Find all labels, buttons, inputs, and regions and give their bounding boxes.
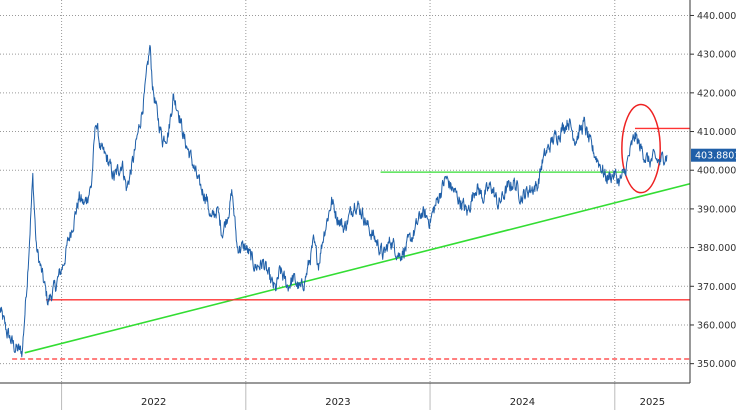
y-tick-label: 430.0000: [697, 50, 736, 61]
y-tick-label: 440.0000: [697, 11, 736, 22]
series-layer: [0, 44, 668, 358]
y-tick-label: 360.0000: [697, 320, 736, 331]
x-tick-label: 2024: [510, 397, 535, 408]
y-tick-label: 400.0000: [697, 166, 736, 177]
y-tick-label: 410.0000: [697, 127, 736, 138]
x-tick-label: 2022: [141, 397, 166, 408]
last-value-label: 403.8801: [695, 151, 736, 162]
price-series-line: [0, 44, 668, 358]
highlight-ellipse: [621, 103, 661, 194]
grid: [0, 0, 690, 383]
y-tick-label: 420.0000: [697, 88, 736, 99]
y-tick-label: 370.0000: [697, 282, 736, 293]
x-tick-label: 2023: [325, 397, 350, 408]
y-tick-label: 390.0000: [697, 204, 736, 215]
support-trendline: [24, 182, 691, 354]
annotations: [12, 103, 691, 360]
y-tick-label: 350.0000: [697, 359, 736, 370]
last-value-badge: [691, 148, 736, 162]
x-tick-label: 2025: [640, 397, 665, 408]
y-tick-label: 380.0000: [697, 243, 736, 254]
